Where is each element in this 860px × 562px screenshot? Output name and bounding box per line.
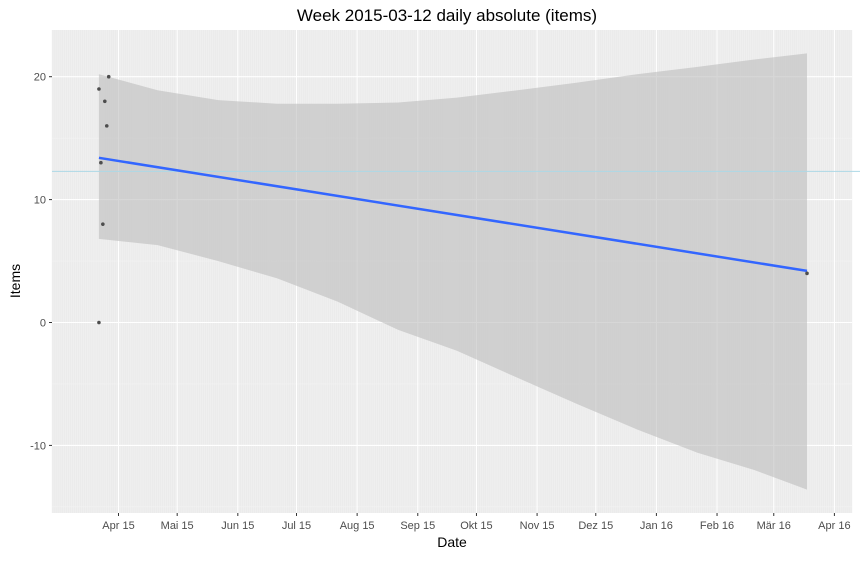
confidence-ribbon xyxy=(98,53,807,490)
data-point xyxy=(104,124,109,128)
data-point xyxy=(97,320,101,325)
data-point xyxy=(99,160,103,165)
x-tick-label: Jul 15 xyxy=(282,520,311,532)
x-tick-label: Dez 15 xyxy=(578,520,613,532)
data-point xyxy=(103,99,107,104)
data-point xyxy=(97,87,101,91)
y-tick-label: 0 xyxy=(40,318,46,330)
y-axis: 20 10 0 -10 xyxy=(30,72,52,452)
x-tick-label: Sep 15 xyxy=(400,520,435,532)
trend-line xyxy=(98,156,808,273)
x-tick-label: Mär 16 xyxy=(757,520,791,532)
data-points xyxy=(97,74,809,325)
x-tick-label: Apr 15 xyxy=(102,520,134,532)
y-axis-label: Items xyxy=(7,264,23,298)
data-point xyxy=(805,271,809,276)
data-point xyxy=(101,222,105,226)
chart-title: Week 2015-03-12 daily absolute (items) xyxy=(297,6,597,25)
y-tick-label: -10 xyxy=(30,440,46,452)
x-tick-label: Jan 16 xyxy=(640,520,673,532)
x-tick-label: Aug 15 xyxy=(340,520,375,532)
x-tick-label: Nov 15 xyxy=(520,520,555,532)
x-tick-label: Mai 15 xyxy=(161,520,194,532)
x-axis-label: Date xyxy=(437,534,467,550)
y-tick-label: 10 xyxy=(34,195,46,207)
data-point xyxy=(106,74,111,79)
y-tick-label: 20 xyxy=(34,72,46,84)
x-tick-label: Okt 15 xyxy=(460,520,492,532)
x-tick-label: Apr 16 xyxy=(818,520,850,532)
x-tick-label: Jun 15 xyxy=(221,520,254,532)
x-axis: Apr 15 Mai 15 Jun 15 Jul 15 Aug 15 Sep 15 Okt … xyxy=(102,513,851,532)
x-tick-label: Feb 16 xyxy=(700,520,734,532)
